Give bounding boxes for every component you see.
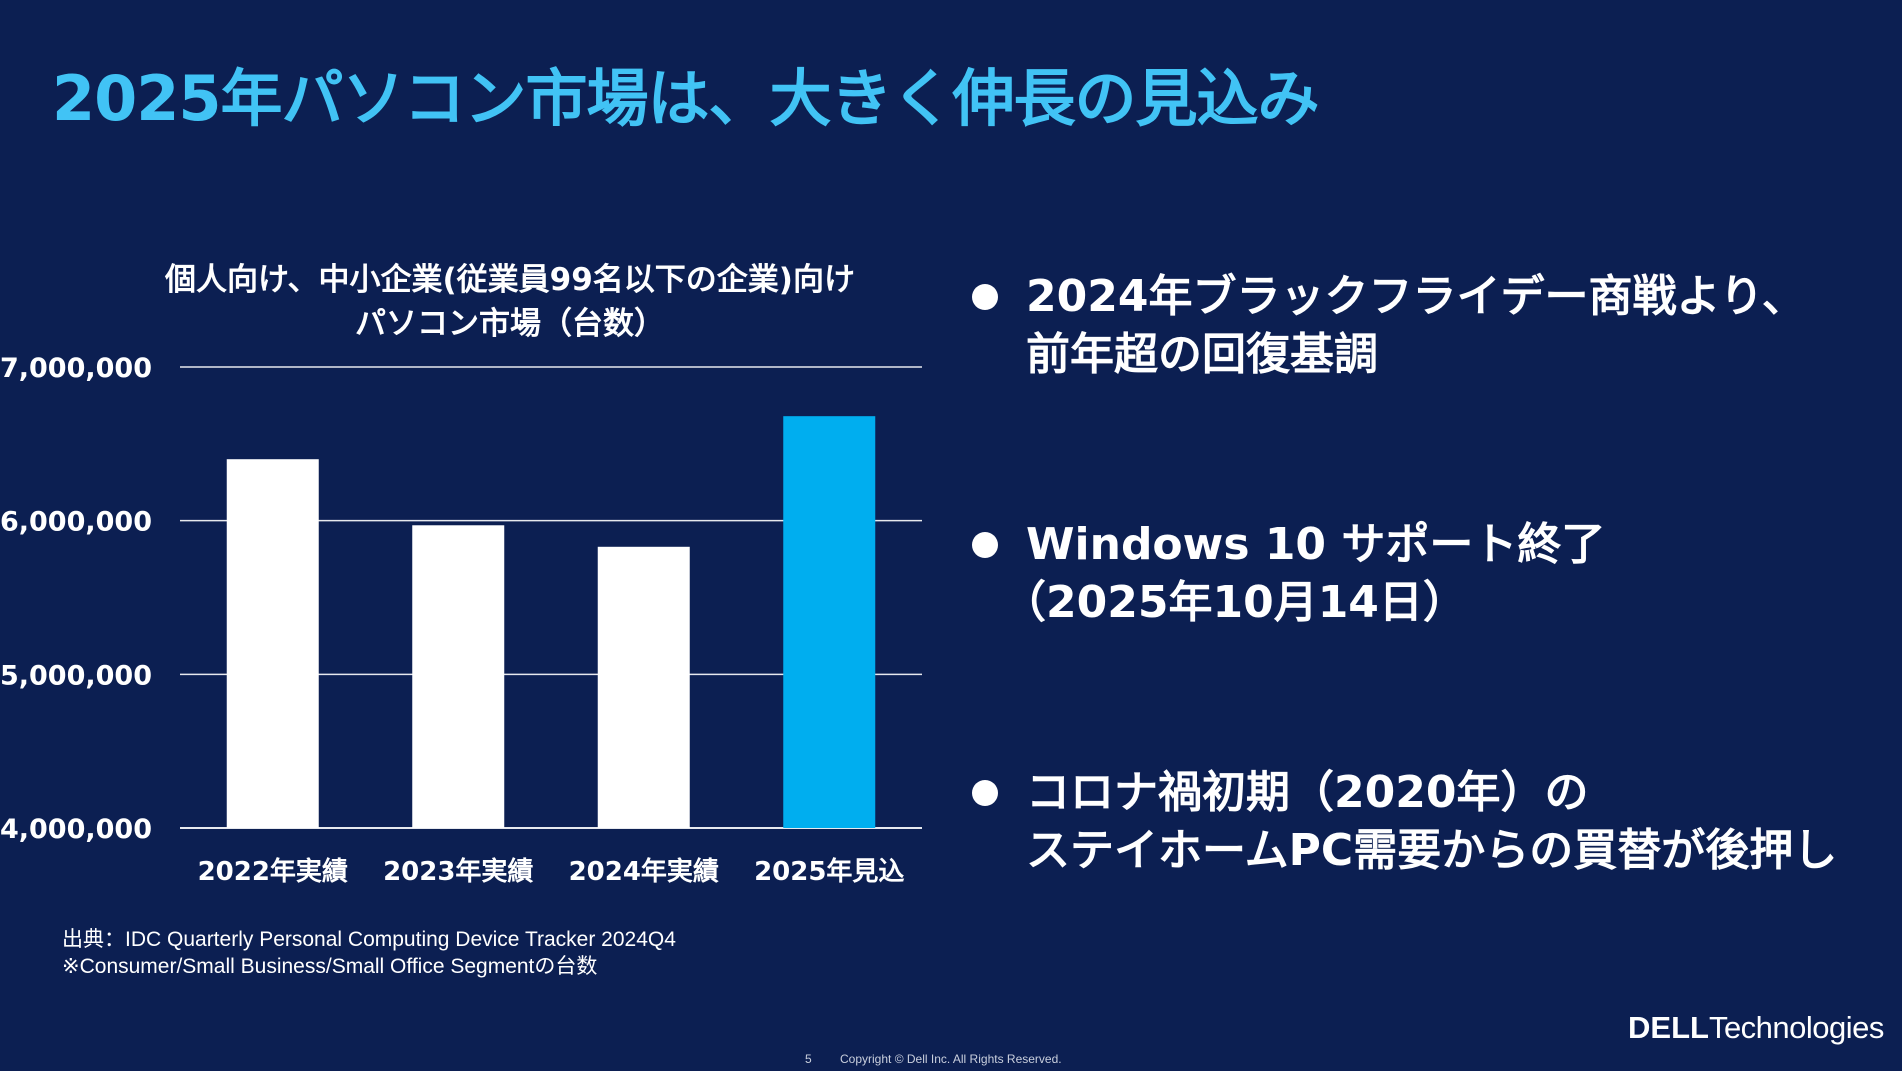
y-tick-label: 5,000,000 (0, 660, 152, 691)
page-number: 5 (805, 1052, 812, 1066)
bar (783, 416, 876, 828)
bullet-dot-icon (972, 780, 998, 806)
chart-title-line-1: 個人向け、中小企業(従業員99名以下の企業)向け (165, 262, 855, 298)
bullet-2-line-2: （2025年10月14日） (1002, 577, 1467, 628)
y-tick-label: 6,000,000 (0, 507, 152, 538)
bar (597, 546, 690, 828)
source-line-2: ※Consumer/Small Business/Small Office Se… (62, 955, 598, 978)
dell-technologies-logo: DELLTechnologies (1628, 1010, 1884, 1046)
logo-dell: DELL (1628, 1010, 1709, 1045)
bar (226, 459, 319, 828)
bullet-dot-icon (972, 532, 998, 558)
x-category-label: 2022年実績 (198, 856, 348, 887)
chart-title: 個人向け、中小企業(従業員99名以下の企業)向け パソコン市場（台数） (90, 258, 930, 346)
x-category-label: 2025年見込 (754, 856, 904, 887)
bullet-list: 2024年ブラックフライデー商戦より、 前年超の回復基調 Windows 10 … (972, 0, 1872, 1071)
bullet-3-line-2: ステイホームPC需要からの買替が後押し (1026, 825, 1838, 876)
y-tick-label: 4,000,000 (0, 814, 152, 845)
bullet-1-line-1: 2024年ブラックフライデー商戦より、 (1026, 271, 1806, 322)
source-note: 出典：IDC Quarterly Personal Computing Devi… (62, 926, 676, 980)
bullet-item-1: 2024年ブラックフライデー商戦より、 前年超の回復基調 (972, 268, 1872, 384)
bullet-3-line-1: コロナ禍初期（2020年）の (1026, 767, 1589, 818)
bullet-item-3: コロナ禍初期（2020年）の ステイホームPC需要からの買替が後押し (972, 764, 1872, 880)
logo-technologies: Technologies (1708, 1010, 1884, 1045)
x-category-label: 2023年実績 (383, 856, 533, 887)
bullet-2-line-1: Windows 10 サポート終了 (1026, 519, 1606, 570)
copyright: Copyright © Dell Inc. All Rights Reserve… (840, 1052, 1062, 1066)
bar (412, 525, 505, 828)
x-category-label: 2024年実績 (569, 856, 719, 887)
bullet-1-line-2: 前年超の回復基調 (1026, 329, 1378, 380)
bullet-item-2: Windows 10 サポート終了 （2025年10月14日） (972, 516, 1872, 632)
chart-title-line-2: パソコン市場（台数） (355, 306, 665, 342)
bullet-dot-icon (972, 284, 998, 310)
slide-title: 2025年パソコン市場は、大きく伸長の見込み (52, 62, 1320, 135)
source-line-1: 出典：IDC Quarterly Personal Computing Devi… (62, 928, 676, 951)
y-tick-label: 7,000,000 (0, 353, 152, 384)
